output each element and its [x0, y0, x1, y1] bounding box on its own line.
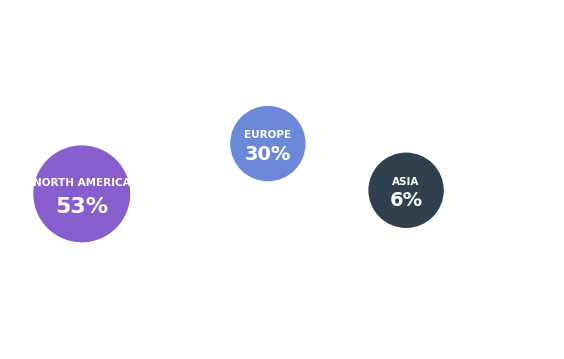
- Text: 6%: 6%: [390, 191, 422, 210]
- Ellipse shape: [33, 145, 130, 242]
- Text: ASIA: ASIA: [393, 177, 420, 187]
- Text: 30%: 30%: [245, 145, 291, 164]
- Text: NORTH AMERICA: NORTH AMERICA: [33, 178, 131, 188]
- Text: 53%: 53%: [55, 197, 108, 218]
- Text: EUROPE: EUROPE: [244, 130, 292, 140]
- Ellipse shape: [368, 153, 444, 228]
- Ellipse shape: [230, 106, 306, 181]
